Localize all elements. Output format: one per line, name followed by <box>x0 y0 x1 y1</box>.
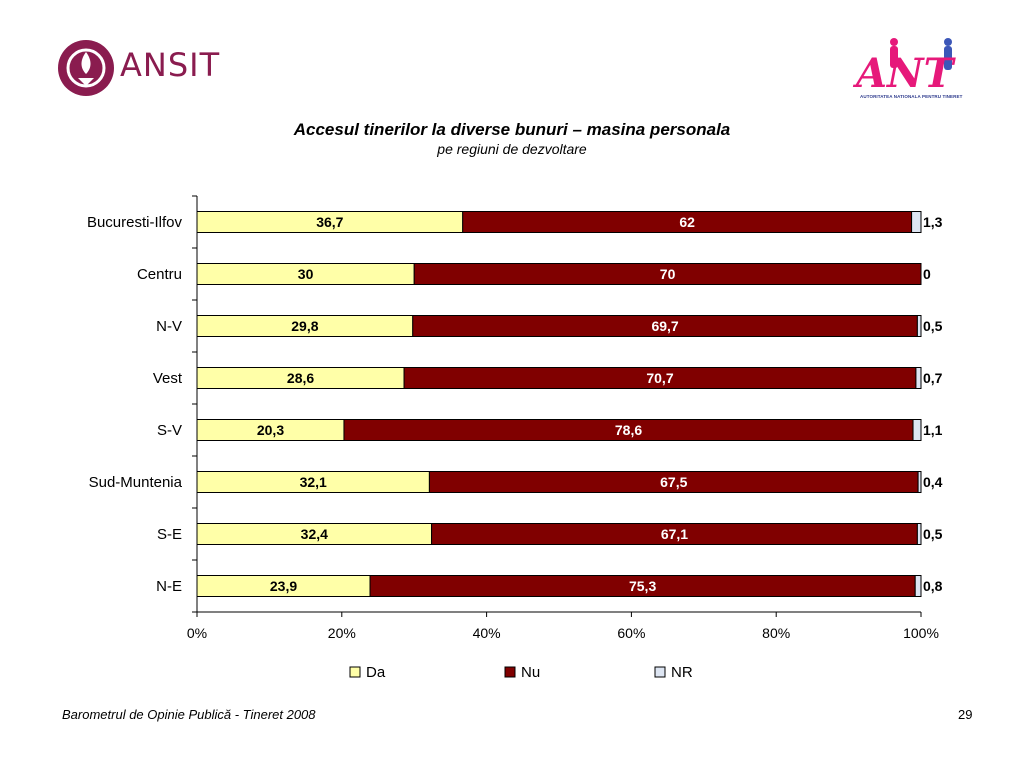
ansit-emblem-icon <box>58 40 114 96</box>
legend-label-nu: Nu <box>521 664 540 681</box>
category-label: Centru <box>137 266 182 283</box>
data-label-nu: 67,5 <box>660 474 687 490</box>
ant-logo: ANT AUTORITATEA NATIONALA PENTRU TINERET <box>856 36 976 106</box>
bar-nr <box>917 471 922 493</box>
chart-heading: Accesul tinerilor la diverse bunuri – ma… <box>0 120 1024 158</box>
category-label: Bucuresti-Ilfov <box>87 214 183 231</box>
chart-title: Accesul tinerilor la diverse bunuri – ma… <box>293 120 731 139</box>
bar-nr <box>916 523 922 545</box>
data-label-nr: 1,3 <box>923 214 943 230</box>
data-label-da: 30 <box>298 266 314 282</box>
data-label-nr: 1,1 <box>923 422 943 438</box>
x-tick-label: 0% <box>187 625 207 641</box>
x-tick-label: 100% <box>903 625 939 641</box>
x-tick-label: 80% <box>762 625 790 641</box>
chart-subtitle: pe regiuni de dezvoltare <box>437 141 587 157</box>
page-number: 29 <box>958 707 973 722</box>
data-label-nu: 67,1 <box>661 526 688 542</box>
data-label-da: 32,1 <box>300 474 327 490</box>
data-label-da: 23,9 <box>270 578 297 594</box>
category-label: N-V <box>156 318 182 335</box>
data-label-nu: 69,7 <box>651 318 678 334</box>
data-label-nu: 78,6 <box>615 422 642 438</box>
x-tick-label: 40% <box>473 625 501 641</box>
data-label-da: 36,7 <box>316 214 343 230</box>
data-label-da: 20,3 <box>257 422 284 438</box>
bar-nr <box>914 575 922 597</box>
bar-nr <box>911 211 922 233</box>
data-label-nr: 0,4 <box>923 474 943 490</box>
data-label-nu: 62 <box>679 214 695 230</box>
legend-swatch-da <box>349 666 361 678</box>
x-tick-label: 20% <box>328 625 356 641</box>
data-label-nu: 70 <box>660 266 676 282</box>
data-label-da: 28,6 <box>287 370 314 386</box>
ansit-logo: ANSIT <box>56 38 226 100</box>
stacked-bar-chart: 0% 20% 40% 60% 80% 100% Bucuresti-Ilfov 36,7 62 1… <box>87 195 943 681</box>
data-label-da: 29,8 <box>291 318 318 334</box>
category-label: N-E <box>156 578 182 595</box>
data-label-nr: 0 <box>923 266 931 282</box>
category-label: Vest <box>153 370 183 387</box>
x-tick-label: 60% <box>617 625 645 641</box>
category-label: S-V <box>157 422 182 439</box>
data-label-nu: 70,7 <box>646 370 673 386</box>
legend-label-nr: NR <box>671 664 693 681</box>
data-label-nu: 75,3 <box>629 578 656 594</box>
ant-figures-icon <box>890 38 952 70</box>
bar-nu <box>413 263 922 285</box>
data-label-nr: 0,7 <box>923 370 943 386</box>
data-label-nr: 0,5 <box>923 526 943 542</box>
bar-nr <box>915 367 922 389</box>
bar-nr <box>912 419 922 441</box>
bar-nr <box>916 315 922 337</box>
data-label-da: 32,4 <box>301 526 328 542</box>
category-label: Sud-Muntenia <box>89 474 183 491</box>
ant-logo-subtext: AUTORITATEA NATIONALA PENTRU TINERET <box>860 94 963 99</box>
ant-logo-text: ANT <box>856 50 954 97</box>
ansit-logo-text: ANSIT <box>120 46 221 84</box>
legend-swatch-nr <box>654 666 666 678</box>
legend-label-da: Da <box>366 664 386 681</box>
data-label-nr: 0,8 <box>923 578 943 594</box>
footer-source: Barometrul de Opinie Publică - Tineret 2… <box>62 707 316 722</box>
legend-swatch-nu <box>504 666 516 678</box>
data-label-nr: 0,5 <box>923 318 943 334</box>
category-label: S-E <box>157 526 182 543</box>
